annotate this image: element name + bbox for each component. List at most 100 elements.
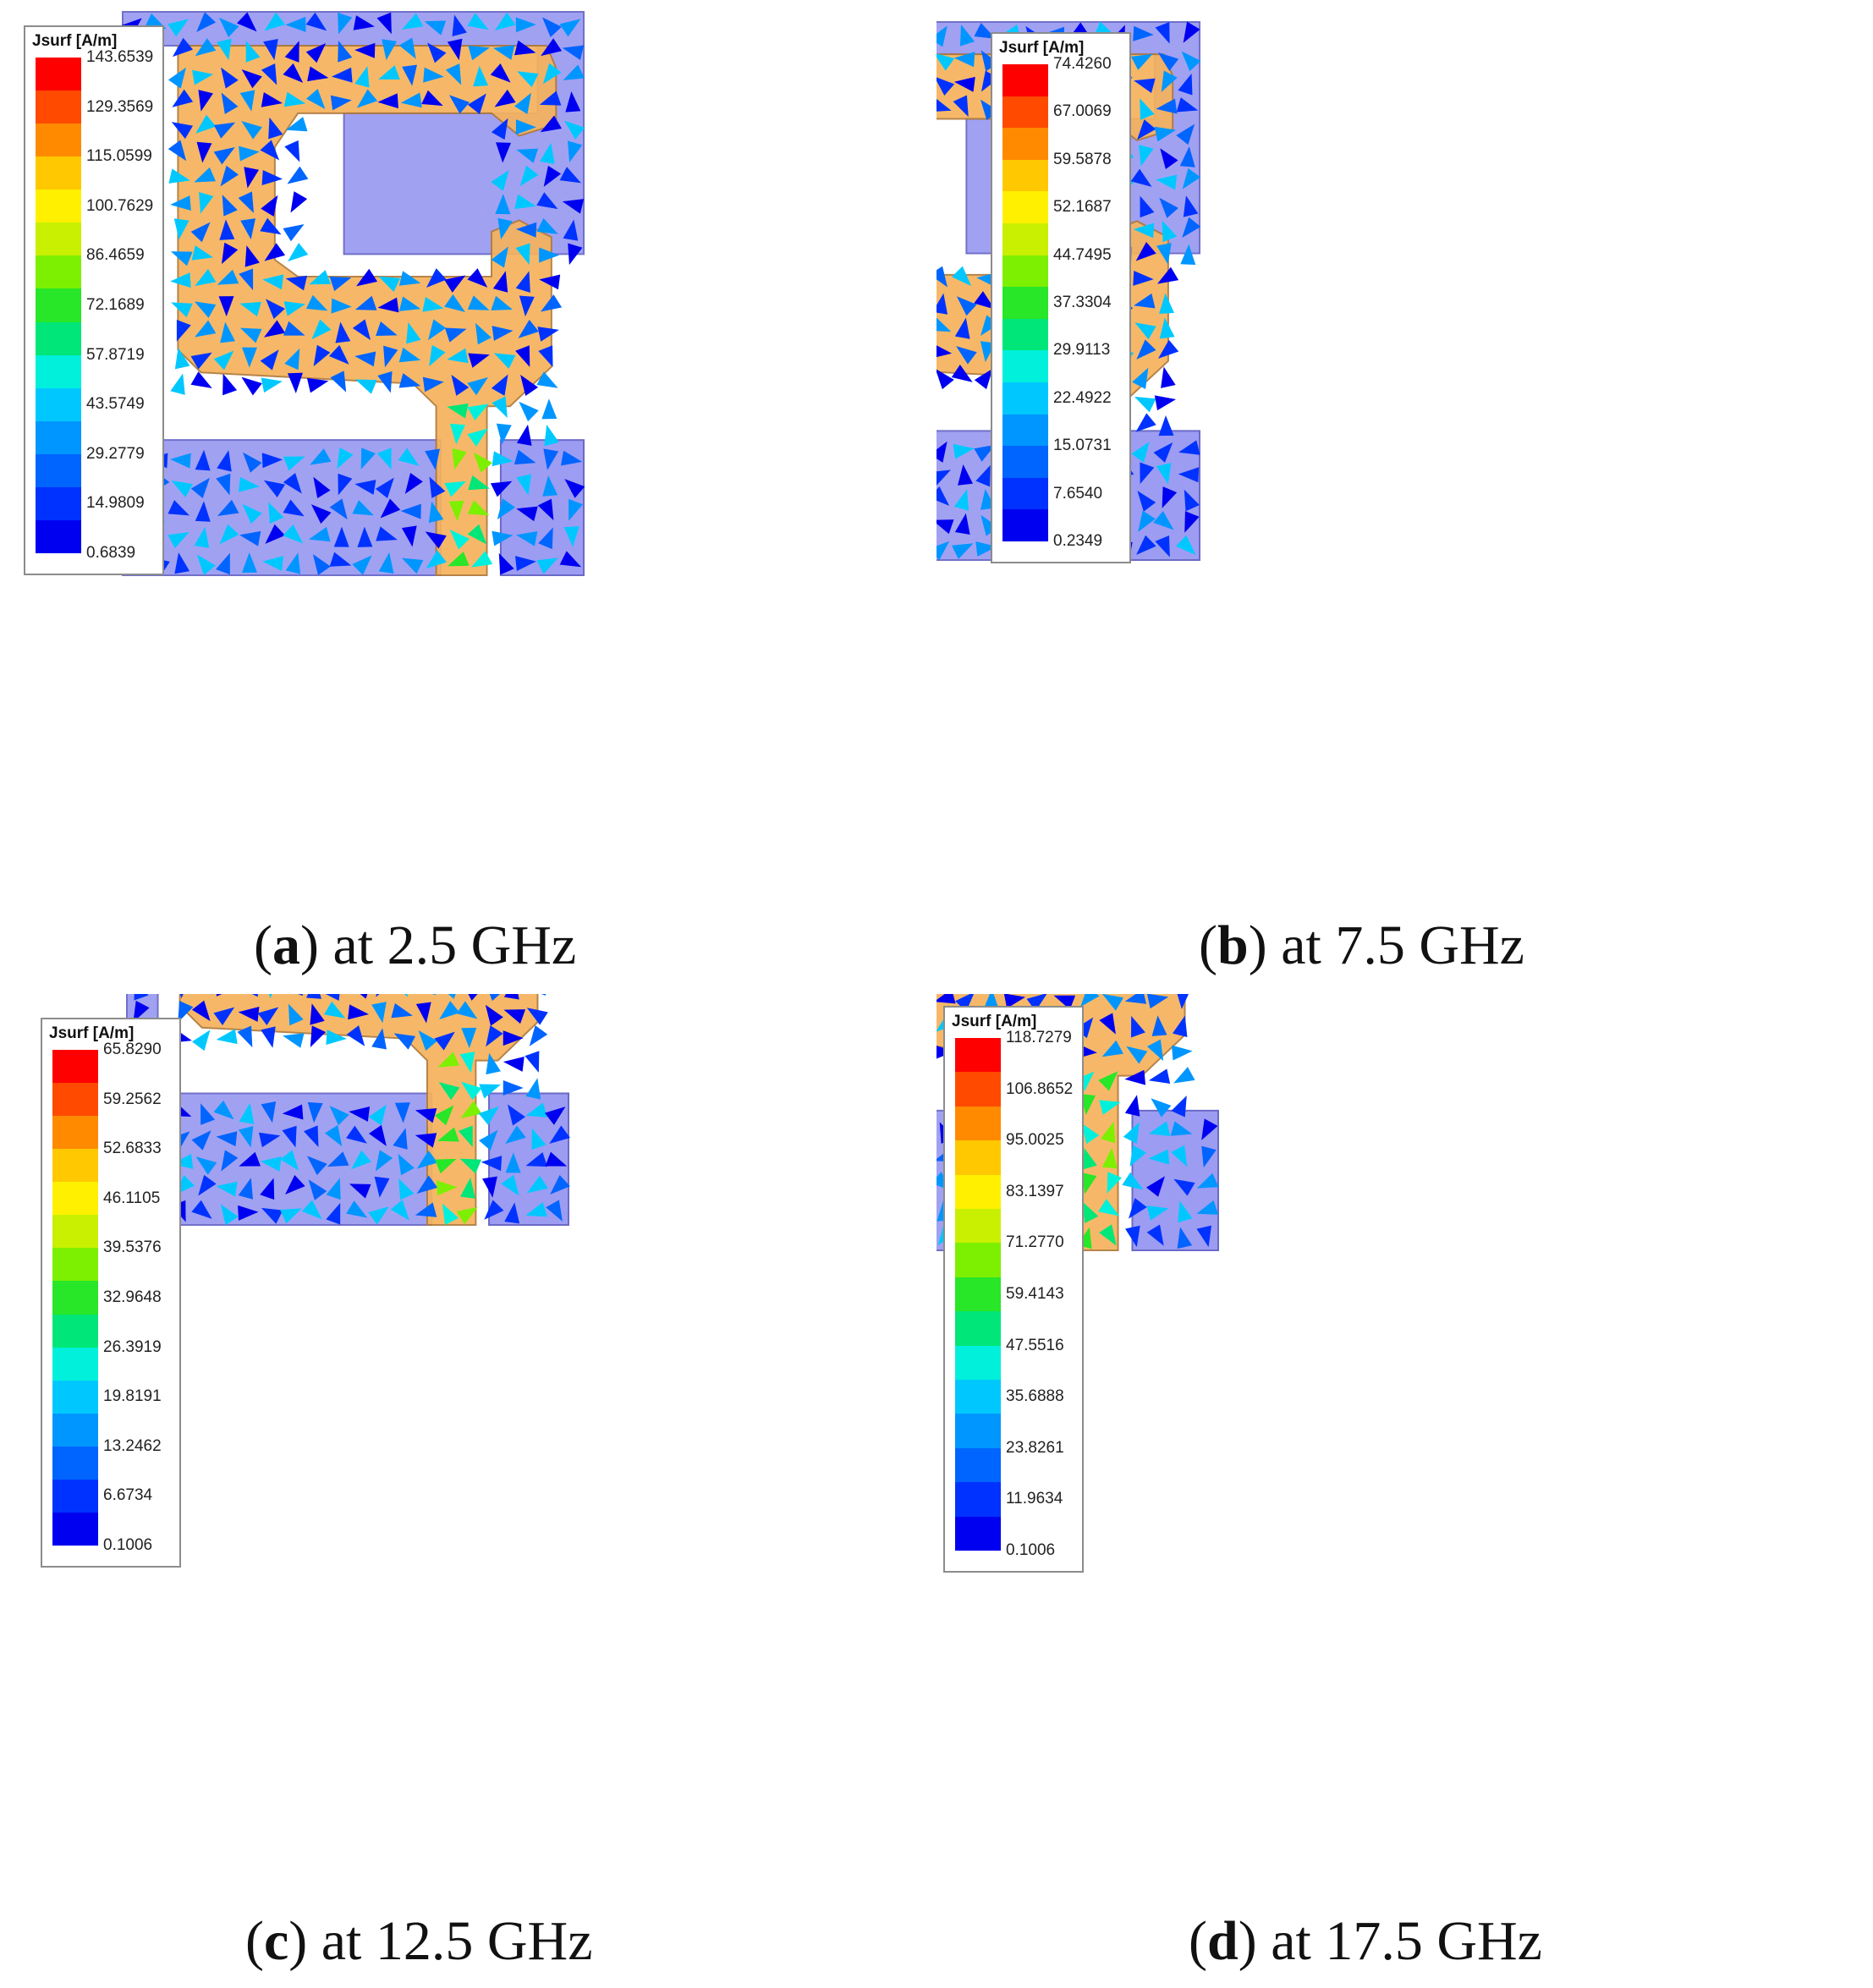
current-arrow [1131,442,1150,463]
colorbar-tick-label: 14.9809 [86,494,145,513]
current-arrow [1159,197,1178,218]
current-arrow [303,1125,319,1148]
current-arrow [382,39,398,61]
current-arrow [220,165,239,187]
current-arrow [1173,1067,1195,1084]
current-arrow [1180,244,1196,265]
current-arrow [515,17,536,33]
current-arrow [1156,98,1178,114]
current-arrow [936,77,955,96]
current-arrow [280,1208,302,1224]
current-arrow [350,1150,372,1170]
current-arrow [288,243,309,262]
colorbar-swatch [955,1209,1001,1244]
current-arrow [1125,1225,1140,1248]
current-arrow [268,994,272,999]
colorbar-tick-label: 43.5749 [86,395,145,414]
colorbar-tick-label: 57.8719 [86,345,145,364]
current-arrow [1101,994,1124,1011]
current-arrow [1156,243,1172,265]
current-arrow [309,526,331,542]
current-arrow [504,1202,520,1224]
current-arrow [326,1178,341,1200]
current-arrow [1159,317,1175,339]
current-arrow [936,98,952,112]
current-arrow [354,295,377,310]
current-arrow [1201,1145,1217,1168]
current-arrow [1074,1071,1095,1091]
current-arrow [529,1025,548,1046]
current-arrow [264,12,286,31]
current-arrow [426,42,447,63]
current-arrow [1159,293,1175,315]
current-arrow [287,372,303,393]
colorbar-swatch [955,1482,1001,1518]
current-arrow [452,14,467,37]
panel-a: Jsurf [A/m] 143.6539 129.3569 115.0599 100.… [0,0,936,994]
current-arrow [391,1002,413,1019]
current-arrow [310,448,332,465]
colorbar-swatch [1002,159,1048,192]
colorbar-swatch [52,1149,98,1183]
current-arrow [479,1129,498,1151]
current-arrow [1173,1015,1188,1038]
current-arrow [540,115,563,133]
current-arrow [525,1078,541,1100]
current-arrow [190,352,212,370]
current-arrow [263,320,286,338]
colorbar-tick-label: 67.0069 [1053,102,1112,121]
current-arrow [376,12,392,35]
current-arrow [951,365,973,382]
current-arrow [515,222,537,238]
current-arrow [241,121,262,140]
colorbar-tick-label: 72.1689 [86,296,145,314]
current-arrow [354,480,376,495]
current-arrow [481,1156,503,1172]
current-arrow [531,1128,547,1151]
current-arrow [425,448,440,470]
current-arrow [329,498,348,520]
current-arrow [196,554,216,575]
current-arrow [380,498,401,519]
current-arrow [467,404,489,420]
current-arrow [461,1027,477,1049]
colorbar-tick-label: 52.6833 [103,1140,162,1158]
current-arrow [1153,442,1173,463]
current-arrow [327,1151,349,1167]
colorbar-swatch [52,1446,98,1480]
colorbar-swatch [1002,255,1048,288]
colorbar-swatch [955,1380,1001,1414]
current-arrow [284,41,299,63]
current-arrow [310,1003,325,1025]
caption-c: (c) at 12.5 GHz [245,1910,593,1972]
panel-b: Jsurf [A/m] 74.4260 67.0069 59.5878 52.1687… [936,0,1873,994]
caption-text: at 7.5 GHz [1281,914,1524,976]
colorbar-swatch [955,1106,1001,1141]
current-arrow [1140,195,1155,218]
current-arrow [568,140,583,163]
colorbar-swatch [1002,318,1048,351]
current-arrow [955,994,975,1012]
current-arrow [171,302,193,318]
current-arrow [406,321,421,344]
current-arrow [195,114,217,134]
current-arrow [448,552,470,567]
current-arrow [190,371,212,388]
current-arrow [951,266,972,287]
current-arrow [425,531,447,549]
current-arrow [421,90,443,107]
current-arrow [261,377,283,393]
current-arrow [258,1132,281,1148]
colorbar-swatch [36,91,81,124]
current-arrow [1098,1071,1118,1091]
current-arrow [536,371,558,388]
current-arrow [1171,1045,1193,1061]
current-arrow [346,1200,368,1218]
current-arrow [516,506,538,522]
current-arrow [288,1003,304,1026]
current-arrow [378,276,401,293]
current-arrow [980,514,999,536]
current-arrow [1135,241,1156,261]
colorbar-swatch [36,222,81,256]
colorbar-swatch [1002,414,1048,447]
